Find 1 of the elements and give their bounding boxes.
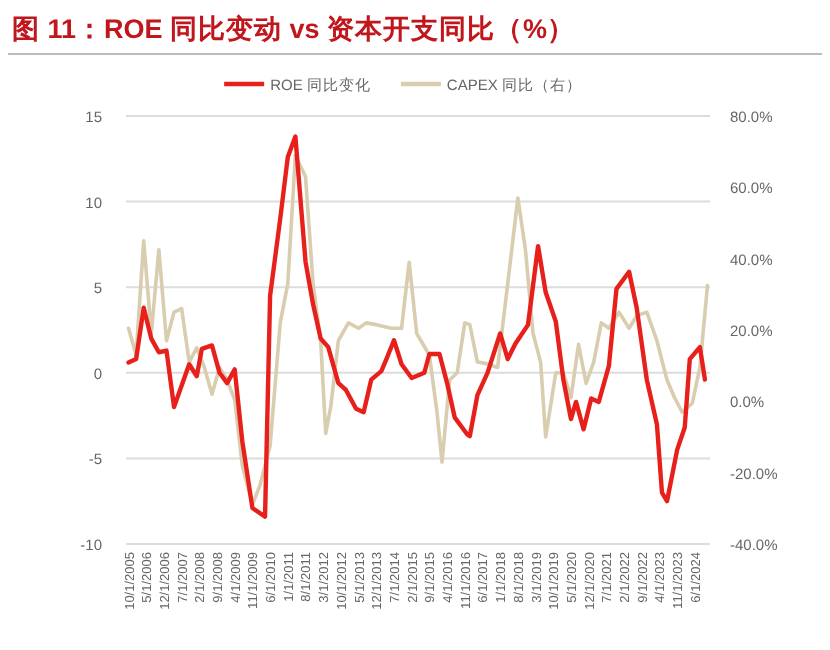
chart-title: 图 11：ROE 同比变动 vs 资本开支同比（%） — [12, 12, 576, 44]
